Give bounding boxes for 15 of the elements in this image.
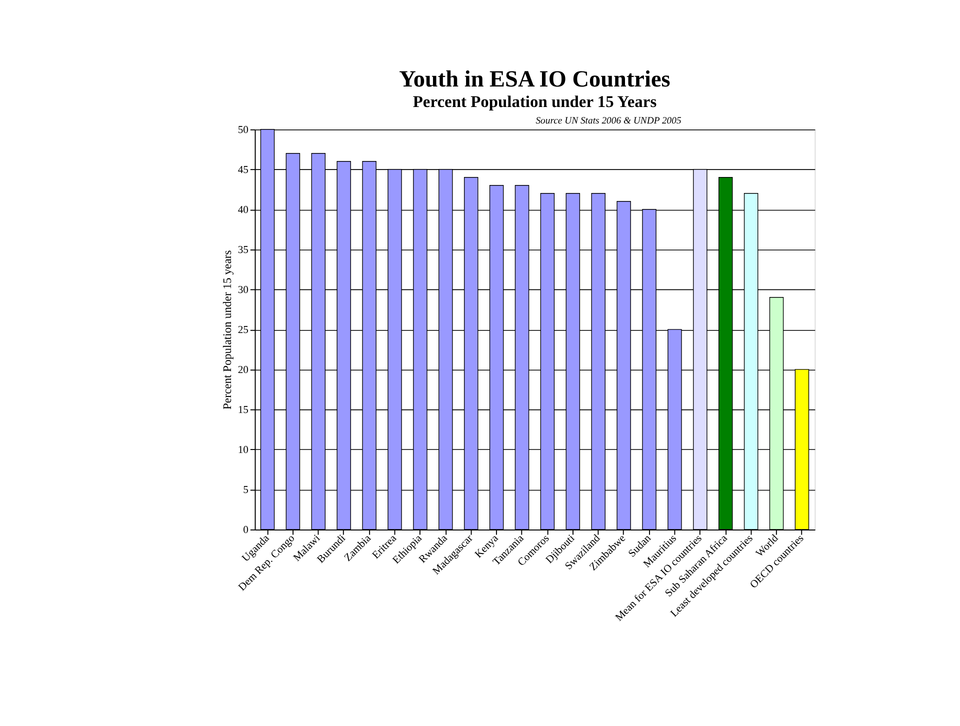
chart-subtitle: Percent Population under 15 Years [412,92,657,112]
y-tick-label: 15 [238,404,248,416]
source-note: Source UN Stats 2006 & UNDP 2005 [536,116,682,127]
y-tick-label: 0 [243,524,248,536]
y-tick-label: 45 [238,164,248,176]
y-tick-label: 5 [243,484,248,496]
y-tick-label: 35 [238,244,248,256]
y-tick-label: 50 [238,124,248,136]
y-tick-label: 25 [238,324,248,336]
chart-title: Youth in ESA IO Countries [399,66,670,93]
y-axis-title: Percent Population under 15 years [221,250,234,410]
y-tick-label: 40 [238,204,248,216]
y-tick-label: 20 [238,364,248,376]
y-tick-label: 30 [238,284,248,296]
y-tick-label: 10 [238,444,248,456]
